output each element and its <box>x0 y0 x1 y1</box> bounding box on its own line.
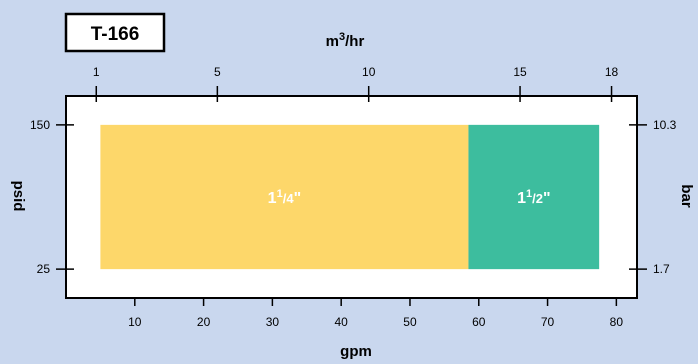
top-axis-title: m3/hr <box>326 31 365 50</box>
y-left-tick-label: 150 <box>30 118 50 132</box>
x-bottom-tick-label: 30 <box>266 315 280 329</box>
band-bar-0 <box>100 124 469 270</box>
model-badge-box <box>64 12 166 53</box>
right-axis-title: bar <box>678 184 695 208</box>
model-badge: T-166 <box>64 12 166 53</box>
x-top-tick-label: 5 <box>214 65 221 79</box>
band-bar-1 <box>468 124 600 270</box>
y-right-tick-label: 1.7 <box>653 262 670 276</box>
x-top-tick-label: 18 <box>605 65 619 79</box>
x-bottom-tick-label: 10 <box>128 315 142 329</box>
bands-layer: 11/4" 11/2" <box>100 124 600 270</box>
x-bottom-tick-label: 70 <box>541 315 555 329</box>
band-label-1: 11/2" <box>517 188 550 207</box>
band-label-0: 11/4" <box>268 188 301 207</box>
x-bottom-tick-label: 20 <box>197 315 211 329</box>
y-right-tick-label: 10.3 <box>653 118 677 132</box>
x-top-tick-label: 15 <box>513 65 527 79</box>
x-bottom-tick-label: 50 <box>403 315 417 329</box>
bottom-axis-title: gpm <box>340 343 372 360</box>
left-axis-title: psid <box>10 181 27 212</box>
model-label: T-166 <box>91 24 140 45</box>
x-bottom-tick-label: 40 <box>335 315 349 329</box>
x-bottom-tick-label: 80 <box>610 315 624 329</box>
x-bottom-tick-label: 60 <box>472 315 486 329</box>
x-top-tick-label: 10 <box>362 65 376 79</box>
y-left-tick-label: 25 <box>37 262 51 276</box>
x-top-tick-label: 1 <box>93 65 100 79</box>
